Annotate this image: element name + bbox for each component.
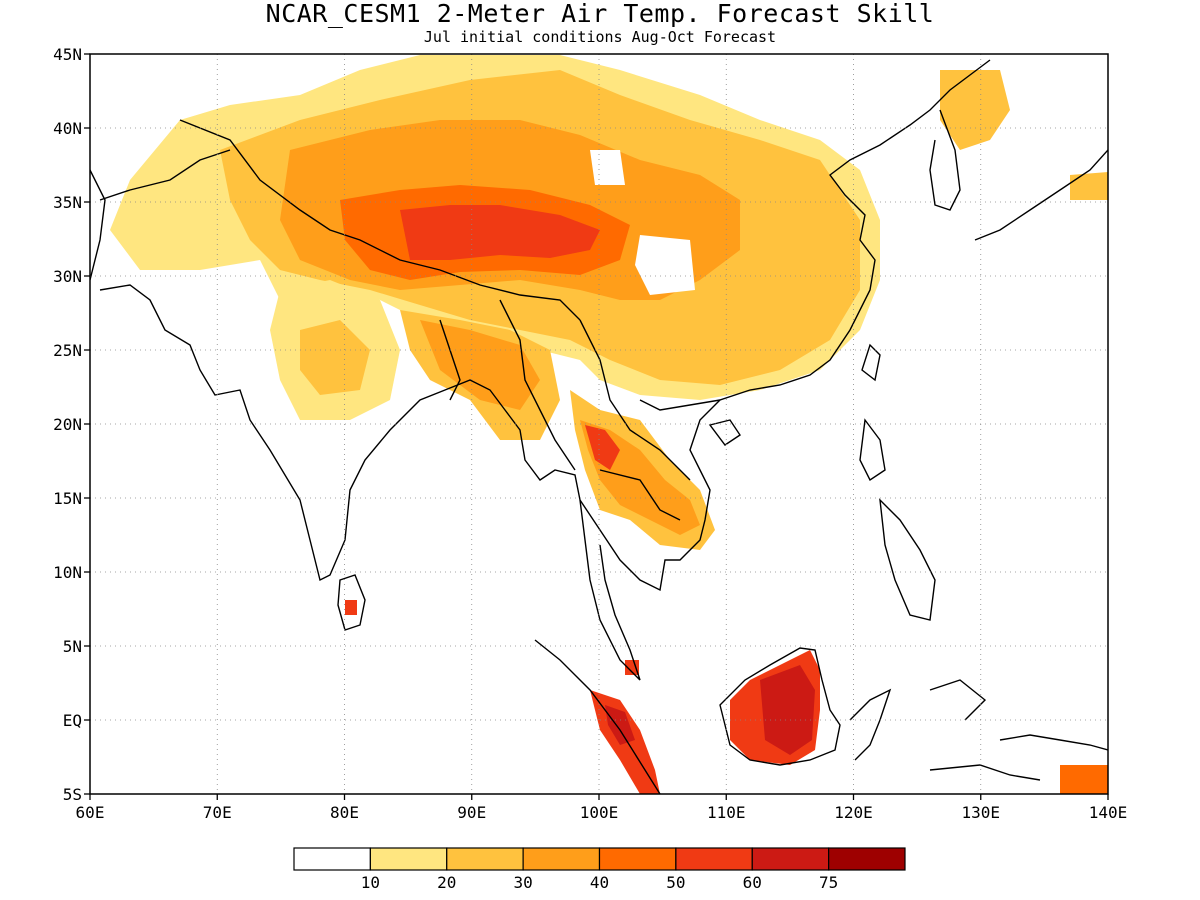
colorbar-swatch bbox=[828, 847, 906, 871]
skill-shading bbox=[110, 55, 1108, 794]
map-gridlines bbox=[90, 54, 1108, 794]
lat-tick-label: 25N bbox=[53, 341, 82, 360]
colorbar-label: 75 bbox=[819, 873, 838, 892]
lat-tick-label: 35N bbox=[53, 193, 82, 212]
lon-tick-label: 140E bbox=[1089, 803, 1128, 822]
colorbar-swatch bbox=[598, 847, 677, 871]
colorbar-swatch bbox=[751, 847, 830, 871]
lat-tick-label: 20N bbox=[53, 415, 82, 434]
lat-tick-label: 10N bbox=[53, 563, 82, 582]
lat-tick-label: 15N bbox=[53, 489, 82, 508]
colorbar-swatch bbox=[369, 847, 448, 871]
colorbar: 10 20 30 40 50 60 75 bbox=[293, 847, 906, 892]
lon-tick-label: 80E bbox=[330, 803, 359, 822]
colorbar-swatch bbox=[522, 847, 601, 871]
lat-axis: 45N 40N 35N 30N 25N 20N 15N 10N 5N EQ 5S bbox=[53, 45, 90, 804]
colorbar-label: 10 bbox=[361, 873, 380, 892]
lon-tick-label: 60E bbox=[76, 803, 105, 822]
colorbar-label: 30 bbox=[513, 873, 532, 892]
colorbar-label: 20 bbox=[437, 873, 456, 892]
lon-tick-label: 110E bbox=[707, 803, 746, 822]
lat-tick-label: 30N bbox=[53, 267, 82, 286]
lon-axis: 60E 70E 80E 90E 100E 110E 120E 130E 140E bbox=[76, 794, 1128, 822]
colorbar-label: 50 bbox=[666, 873, 685, 892]
lon-tick-label: 130E bbox=[961, 803, 1000, 822]
lon-tick-label: 120E bbox=[834, 803, 873, 822]
lat-tick-label: 40N bbox=[53, 119, 82, 138]
colorbar-label: 60 bbox=[743, 873, 762, 892]
lat-tick-label: EQ bbox=[63, 711, 82, 730]
lon-tick-label: 90E bbox=[457, 803, 486, 822]
lon-tick-label: 70E bbox=[203, 803, 232, 822]
colorbar-label: 40 bbox=[590, 873, 609, 892]
colorbar-swatch bbox=[293, 847, 371, 871]
map-title: NCAR_CESM1 2-Meter Air Temp. Forecast Sk… bbox=[265, 0, 935, 28]
colorbar-swatch bbox=[675, 847, 753, 871]
lat-tick-label: 5S bbox=[63, 785, 82, 804]
map-subtitle: Jul initial conditions Aug-Oct Forecast bbox=[423, 28, 777, 46]
coastlines bbox=[90, 59, 1108, 794]
colorbar-swatch bbox=[446, 847, 524, 871]
lat-tick-label: 45N bbox=[53, 45, 82, 64]
lon-tick-label: 100E bbox=[580, 803, 619, 822]
lat-tick-label: 5N bbox=[63, 637, 82, 656]
